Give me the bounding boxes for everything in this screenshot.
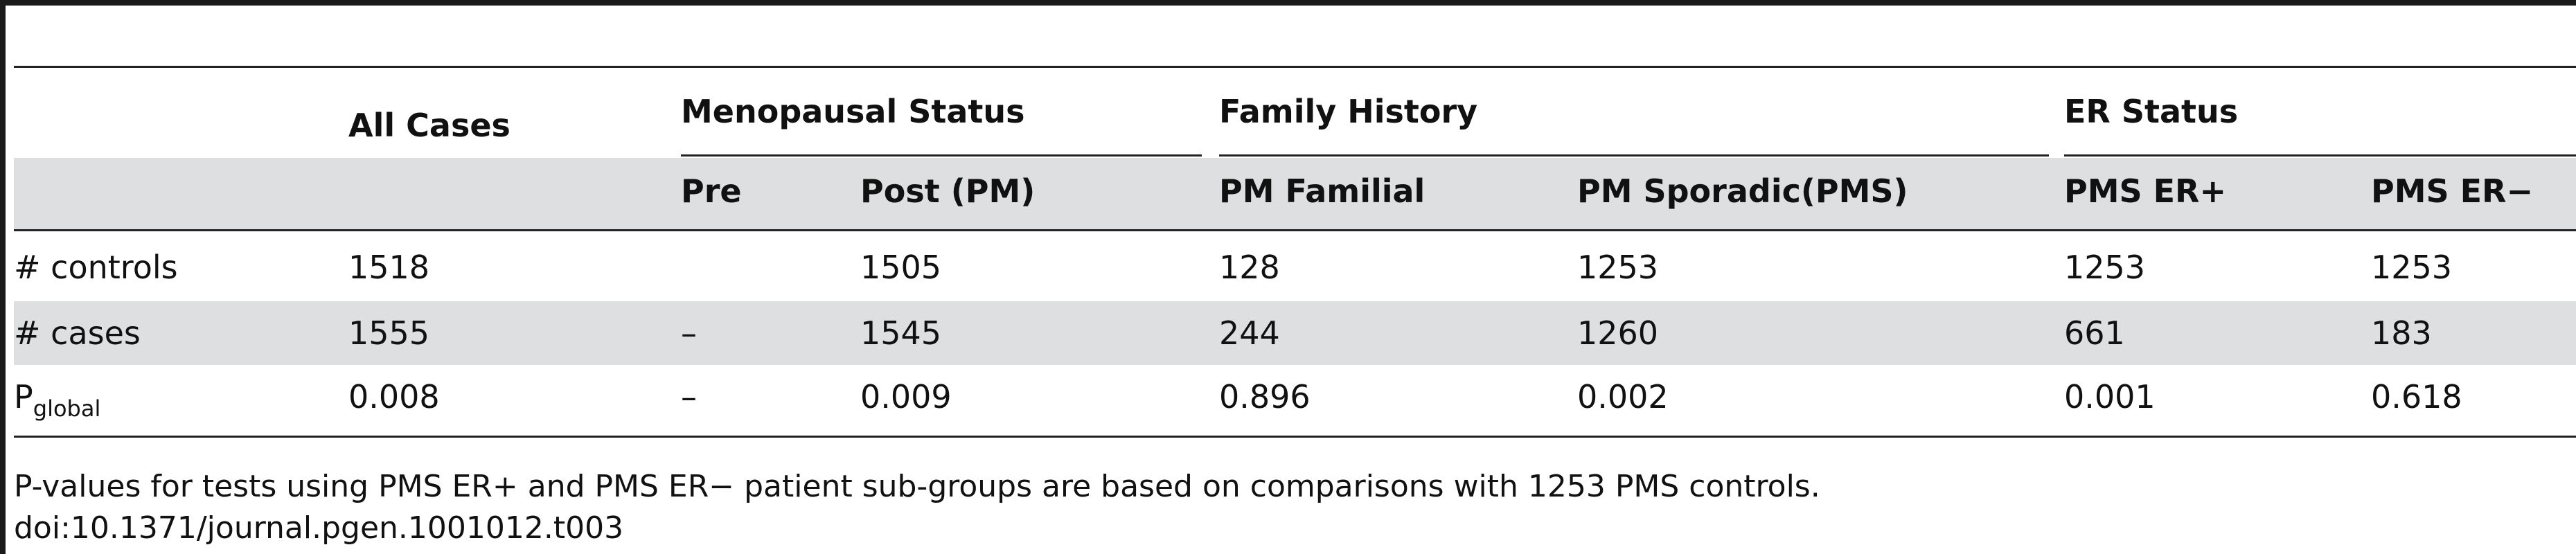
row-cases-label: # cases [14,314,141,352]
row-controls-label: # controls [14,249,178,286]
row-controls-er-pos: 1253 [2064,249,2146,286]
subheader-pms-er-pos: PMS ER+ [2064,172,2227,210]
row-controls-sporadic: 1253 [1577,249,1659,286]
row-cases-post: 1545 [860,314,942,352]
top-border [0,0,2576,6]
row-cases-familial: 244 [1219,314,1280,352]
subheader-pm-familial: PM Familial [1219,172,1425,210]
row-cases-pre: – [681,314,697,352]
left-border [0,0,6,554]
subheader-post: Post (PM) [860,172,1036,210]
pglobal-main: P [14,378,33,416]
header-bottom-rule [14,229,2576,231]
er-underline [2064,154,2576,157]
row-controls-er-neg: 1253 [2371,249,2453,286]
row-pglobal-sporadic: 0.002 [1577,378,1669,416]
row-cases-er-pos: 661 [2064,314,2125,352]
table-bottom-rule [14,436,2576,438]
header-menopausal-status: Menopausal Status [681,93,1025,130]
pglobal-subscript: global [33,395,101,422]
subheader-pms-er-neg: PMS ER− [2371,172,2534,210]
header-er-status: ER Status [2064,93,2239,130]
row-pglobal-all: 0.008 [348,378,440,416]
row-cases-band [14,301,2576,365]
header-all-cases: All Cases [348,107,510,144]
row-pglobal-er-neg: 0.618 [2371,378,2462,416]
subheader-pm-sporadic: PM Sporadic(PMS) [1577,172,1908,210]
row-pglobal-post: 0.009 [860,378,952,416]
row-pglobal-pre: – [681,378,697,416]
table-footnote: P-values for tests using PMS ER+ and PMS… [14,469,1820,504]
table-top-rule [14,66,2576,68]
row-controls-post: 1505 [860,249,942,286]
row-cases-er-neg: 183 [2371,314,2432,352]
row-cases-all: 1555 [348,314,430,352]
menopausal-underline [681,154,1202,157]
row-cases-sporadic: 1260 [1577,314,1659,352]
subheader-pre: Pre [681,172,742,210]
row-controls-familial: 128 [1219,249,1280,286]
row-pglobal-familial: 0.896 [1219,378,1311,416]
subheader-band [14,158,2576,229]
doi-text: doi:10.1371/journal.pgen.1001012.t003 [14,510,624,546]
family-underline [1219,154,2049,157]
row-controls-all: 1518 [348,249,430,286]
row-pglobal-label: Pglobal [14,379,100,427]
header-family-history: Family History [1219,93,1478,130]
row-pglobal-er-pos: 0.001 [2064,378,2156,416]
